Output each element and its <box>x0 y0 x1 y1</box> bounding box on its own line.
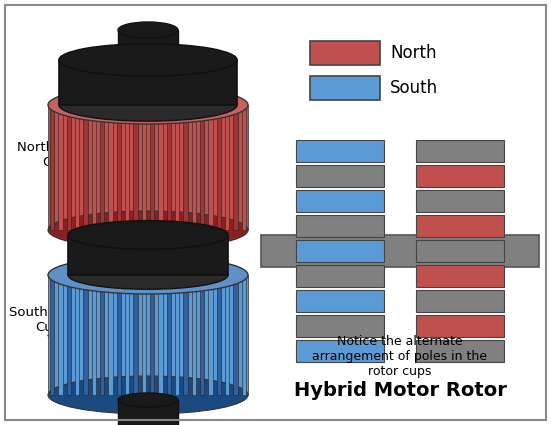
Bar <box>296 140 384 162</box>
Bar <box>116 105 121 230</box>
Ellipse shape <box>48 256 248 294</box>
Bar <box>416 165 504 187</box>
Bar <box>108 105 113 230</box>
Bar <box>58 105 63 230</box>
Bar <box>416 340 504 362</box>
Ellipse shape <box>59 44 237 76</box>
Bar <box>225 275 229 395</box>
Bar <box>59 60 237 105</box>
Bar <box>296 290 384 312</box>
Text: South: South <box>390 79 438 97</box>
Bar <box>192 105 196 230</box>
Bar <box>416 190 504 212</box>
Bar <box>75 275 79 395</box>
Bar <box>133 105 138 230</box>
Bar <box>50 105 55 230</box>
Text: North: North <box>390 44 436 62</box>
Ellipse shape <box>118 421 178 425</box>
Bar <box>48 105 248 230</box>
Bar <box>208 275 213 395</box>
Bar <box>91 105 96 230</box>
Bar <box>50 275 55 395</box>
Bar <box>142 105 146 230</box>
Bar <box>261 235 539 267</box>
Bar <box>150 275 154 395</box>
Bar <box>192 275 196 395</box>
Bar <box>150 105 154 230</box>
Bar <box>83 275 88 395</box>
Bar <box>416 240 504 262</box>
Bar <box>217 105 221 230</box>
Bar <box>416 215 504 237</box>
Text: Hybrid Motor Rotor: Hybrid Motor Rotor <box>294 380 506 400</box>
Bar <box>158 105 163 230</box>
Bar <box>175 275 180 395</box>
Bar <box>166 275 171 395</box>
Bar <box>310 76 380 100</box>
Bar <box>100 275 105 395</box>
Bar <box>200 275 204 395</box>
Bar <box>133 275 138 395</box>
Bar <box>241 275 246 395</box>
Bar <box>142 275 146 395</box>
Text: South Rotor
Cup: South Rotor Cup <box>9 306 87 340</box>
Bar <box>200 105 204 230</box>
Text: Notice the alternate
arrangement of poles in the
rotor cups: Notice the alternate arrangement of pole… <box>312 335 488 378</box>
Bar <box>183 105 188 230</box>
Ellipse shape <box>118 393 178 407</box>
Text: North Rotor
Cup: North Rotor Cup <box>17 141 94 169</box>
Bar <box>296 315 384 337</box>
Bar <box>48 275 248 395</box>
Ellipse shape <box>48 86 248 124</box>
Bar <box>296 190 384 212</box>
Bar <box>75 105 79 230</box>
Ellipse shape <box>48 211 248 249</box>
Bar <box>125 275 129 395</box>
Bar <box>217 275 221 395</box>
Bar <box>166 105 171 230</box>
Bar <box>416 140 504 162</box>
Bar <box>296 240 384 262</box>
Bar <box>310 41 380 65</box>
Bar <box>233 105 237 230</box>
Bar <box>58 275 63 395</box>
Bar <box>68 235 228 275</box>
Ellipse shape <box>68 221 228 249</box>
Bar <box>416 290 504 312</box>
Bar <box>116 275 121 395</box>
Ellipse shape <box>118 52 178 68</box>
Ellipse shape <box>48 376 248 414</box>
Bar <box>118 400 178 425</box>
Bar <box>296 165 384 187</box>
Bar <box>416 315 504 337</box>
Bar <box>67 105 71 230</box>
Bar <box>125 105 129 230</box>
Bar <box>296 265 384 287</box>
Bar <box>296 215 384 237</box>
Ellipse shape <box>68 261 228 289</box>
Ellipse shape <box>118 22 178 38</box>
Bar <box>233 275 237 395</box>
Bar <box>225 105 229 230</box>
Bar <box>158 275 163 395</box>
Bar <box>241 105 246 230</box>
Bar <box>91 275 96 395</box>
Bar <box>183 275 188 395</box>
Bar <box>100 105 105 230</box>
Bar <box>118 30 178 60</box>
Bar <box>83 105 88 230</box>
Bar <box>67 275 71 395</box>
Bar <box>416 265 504 287</box>
Bar <box>108 275 113 395</box>
Bar <box>296 340 384 362</box>
Bar <box>175 105 180 230</box>
Bar <box>208 105 213 230</box>
Ellipse shape <box>59 89 237 121</box>
